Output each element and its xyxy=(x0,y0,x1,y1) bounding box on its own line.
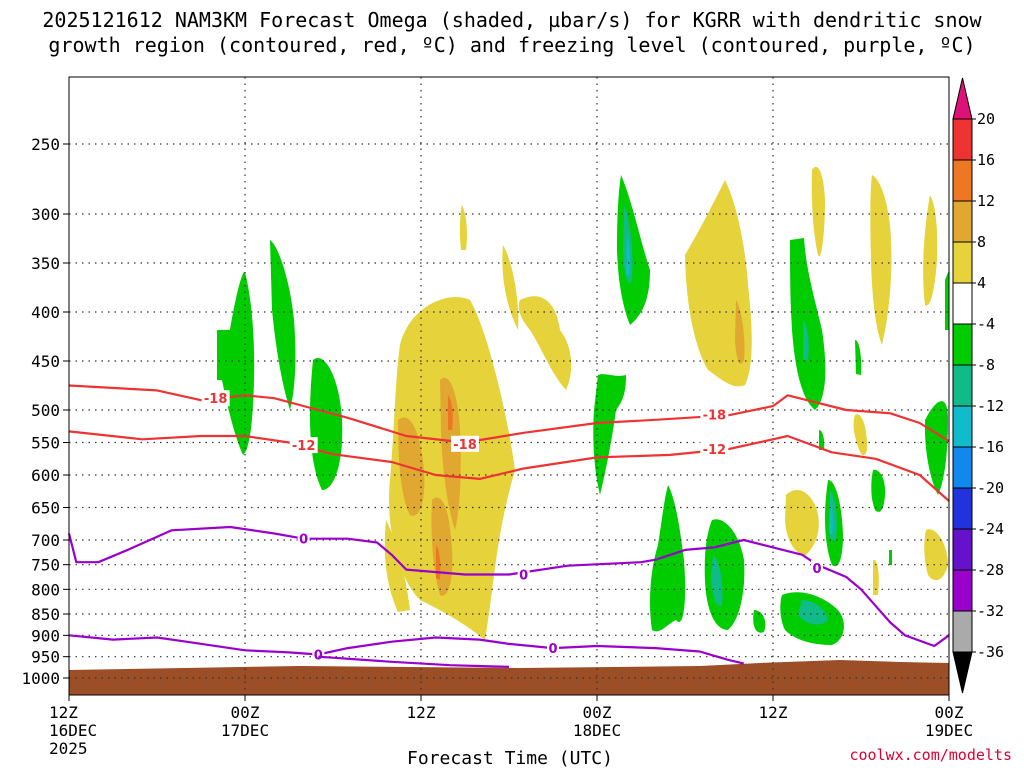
temperature-contours: -18 -18 -18 -12 -12 0 0 0 0 0 xyxy=(67,384,950,668)
freezing-contour-label: 0 xyxy=(299,533,308,548)
freezing-contour-label: 0 xyxy=(519,569,528,584)
pressure-grid-lines xyxy=(69,77,949,695)
colorbar-segment xyxy=(952,241,973,284)
y-tick-label-750: 750 xyxy=(31,556,60,575)
colorbar-label: 4 xyxy=(977,274,986,292)
colorbar-segment xyxy=(952,610,973,653)
colorbar-segment xyxy=(952,446,973,489)
below-ground-terrain xyxy=(69,660,949,695)
x-tick-label: 19DEC xyxy=(925,721,973,740)
x-tick-label: 16DEC xyxy=(49,721,97,740)
freezing-contour-label-bg xyxy=(547,640,559,657)
dgz-contour-label-bg xyxy=(451,435,479,452)
chart-title-line-2: growth region (contoured, red, ºC) and f… xyxy=(48,33,975,57)
dgz-contour-label-bg xyxy=(289,437,318,454)
colorbar-segment xyxy=(952,118,973,161)
dgz-contour-label: -12 xyxy=(703,443,727,458)
freezing-contour-line xyxy=(68,634,744,665)
freezing-contour-line xyxy=(67,525,950,648)
y-tick-label-650: 650 xyxy=(31,499,60,518)
colorbar-label: 8 xyxy=(977,233,986,251)
y-tick-label-1000: 1000 xyxy=(21,669,60,688)
x-axis-label: Forecast Time (UTC) xyxy=(407,748,613,768)
colorbar-top-arrow xyxy=(952,77,973,120)
colorbar-label: -20 xyxy=(977,479,1004,497)
colorbar-label: -4 xyxy=(977,315,995,333)
colorbar-label: -12 xyxy=(977,397,1004,415)
freezing-contour-line xyxy=(318,655,510,668)
chart-title-line-1: 2025121612 NAM3KM Forecast Omega (shaded… xyxy=(42,8,982,32)
y-tick-label-450: 450 xyxy=(31,352,60,371)
x-tick-label: 00Z xyxy=(231,703,260,722)
x-tick-label: 00Z xyxy=(935,703,964,722)
freezing-contour-label: 0 xyxy=(812,562,821,577)
dgz-contour-label-bg xyxy=(700,406,729,423)
y-tick-label-350: 350 xyxy=(31,254,60,273)
y-tick-label-700: 700 xyxy=(31,531,60,550)
colorbar-label: -32 xyxy=(977,602,1004,620)
dgz-contour-line xyxy=(68,384,950,444)
dgz-contour-label: -18 xyxy=(453,438,477,453)
pressure-axis: 250 300 350 400 450 500 550 600 650 700 750 800 850 9… xyxy=(21,135,69,688)
dgz-contour-label-bg xyxy=(201,390,230,407)
colorbar-label: -24 xyxy=(977,520,1004,538)
colorbar-segment xyxy=(952,282,973,325)
colorbar-segment xyxy=(952,323,973,366)
freezing-contour-label-bg xyxy=(517,566,530,583)
colorbar-segment xyxy=(952,405,973,448)
omega-negative-12-16 xyxy=(626,235,834,535)
colorbar-bottom-arrow xyxy=(952,651,973,694)
x-tick-label: 12Z xyxy=(407,703,436,722)
y-tick-label-900: 900 xyxy=(31,626,60,645)
y-tick-label-800: 800 xyxy=(31,580,60,599)
dgz-contour-label: -18 xyxy=(204,392,228,407)
freezing-contour-label-bg xyxy=(297,530,310,547)
freezing-contour-label: 0 xyxy=(548,642,557,657)
colorbar-label: -16 xyxy=(977,438,1004,456)
colorbar-segment xyxy=(952,159,973,202)
colorbar-label: -36 xyxy=(977,643,1004,661)
freezing-contour-label: 0 xyxy=(314,649,323,664)
colorbar-segment xyxy=(952,487,973,530)
site-credit: coolwx.com/modelts xyxy=(849,746,1012,764)
y-tick-label-950: 950 xyxy=(31,648,60,667)
x-tick-label: 17DEC xyxy=(221,721,269,740)
y-tick-label-400: 400 xyxy=(31,303,60,322)
dgz-contour-label-bg xyxy=(700,441,729,457)
colorbar-label: 20 xyxy=(977,110,995,128)
x-tick-label: 00Z xyxy=(583,703,612,722)
x-tick-label: 12Z xyxy=(49,703,78,722)
y-tick-label-550: 550 xyxy=(31,434,60,453)
y-tick-label-250: 250 xyxy=(31,135,60,154)
x-tick-label: 12Z xyxy=(759,703,788,722)
y-tick-label-600: 600 xyxy=(31,466,60,485)
dgz-contour-line xyxy=(68,430,950,502)
dgz-contour-label: -12 xyxy=(292,439,316,454)
colorbar-segment xyxy=(952,569,973,612)
x-tick-label: 18DEC xyxy=(573,721,621,740)
colorbar-label: 16 xyxy=(977,151,995,169)
freezing-contour-label-bg xyxy=(811,560,823,577)
colorbar-segment xyxy=(952,200,973,243)
colorbar-label: -28 xyxy=(977,561,1004,579)
freezing-contour-label-bg xyxy=(312,646,325,663)
omega-colorbar: 20 16 12 8 4 -4 -8 -12 -16 -20 -24 -28 -32 -36 xyxy=(952,77,1004,694)
y-tick-label-300: 300 xyxy=(31,205,60,224)
plot-frame xyxy=(68,76,950,696)
colorbar-label: 12 xyxy=(977,192,995,210)
colorbar-segment xyxy=(952,528,973,571)
dgz-contour-label: -18 xyxy=(703,409,727,424)
colorbar-label: -8 xyxy=(977,356,995,374)
colorbar-segment xyxy=(952,364,973,407)
omega-shading xyxy=(217,166,949,645)
y-tick-label-500: 500 xyxy=(31,401,60,420)
x-tick-label: 2025 xyxy=(49,739,88,758)
y-tick-label-850: 850 xyxy=(31,605,60,624)
